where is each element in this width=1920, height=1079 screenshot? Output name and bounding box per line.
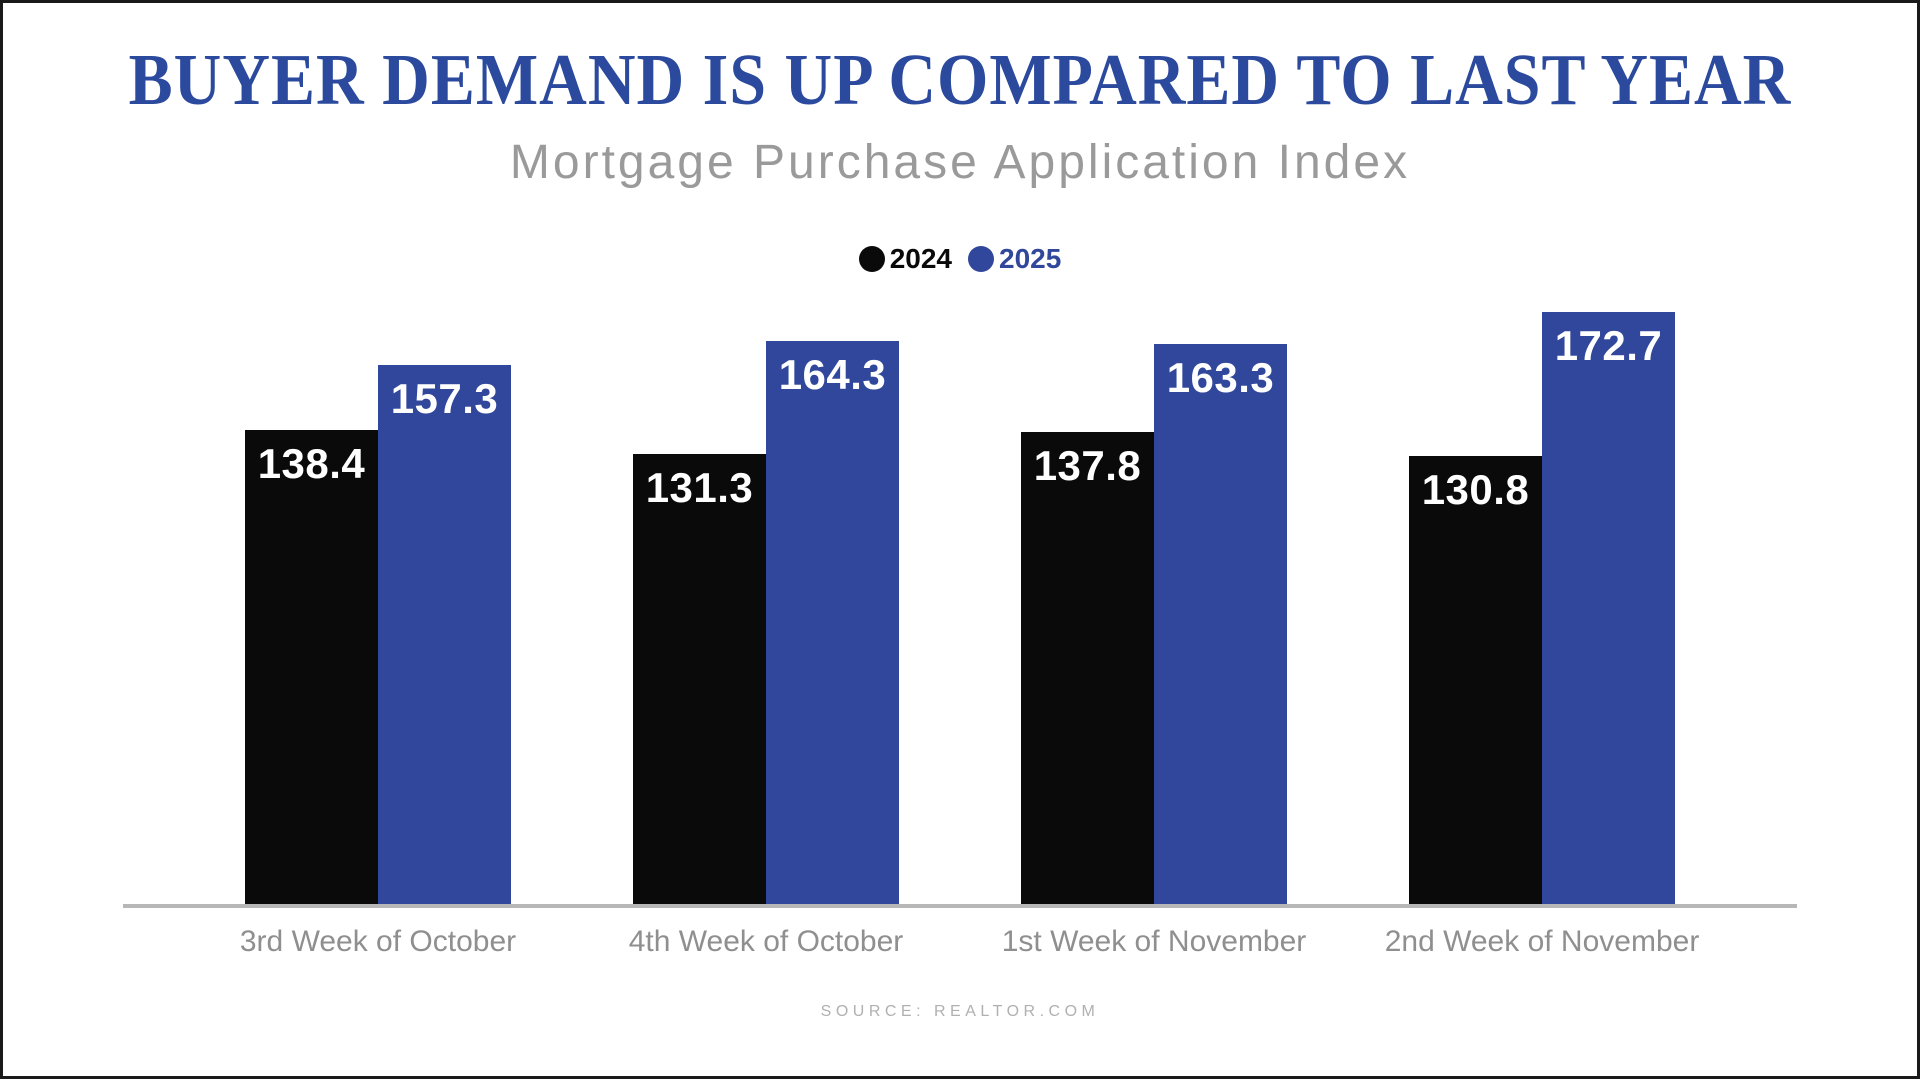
category-label-text: 1st Week of November <box>1001 925 1307 958</box>
bar-2024: 130.8 <box>1409 455 1542 904</box>
source-caption: SOURCE: REALTOR.COM <box>820 1003 1100 1020</box>
bar-group: 130.8 172.7 <box>1409 311 1675 904</box>
bar-value-label: 163.3 <box>1166 354 1275 402</box>
category-label: 3rd Week of October <box>240 925 516 959</box>
bar-value-label: 131.3 <box>645 463 754 511</box>
bar-value-label: 172.7 <box>1554 321 1663 369</box>
legend-item-2025: 2025 <box>968 243 1061 275</box>
bar-value-label: 164.3 <box>778 350 887 398</box>
legend-item-2024: 2024 <box>858 243 952 275</box>
bar-2025: 172.7 <box>1542 311 1675 904</box>
legend-label: 2025 <box>999 243 1062 274</box>
bar-2024: 138.4 <box>245 429 378 904</box>
category-label-text: 3rd Week of October <box>239 925 517 958</box>
bar-group: 138.4 157.3 <box>245 364 511 904</box>
category-labels: 3rd Week of October 4th Week of October 1s… <box>123 925 1797 959</box>
bar-group: 137.8 163.3 <box>1021 344 1287 904</box>
legend-dot-icon <box>968 246 994 272</box>
bar-2025: 157.3 <box>378 364 511 904</box>
bar-value-label: 130.8 <box>1421 465 1530 513</box>
chart-subtitle: Mortgage Purchase Application Index <box>509 136 1411 189</box>
bar-group: 131.3 164.3 <box>633 340 899 904</box>
bar-groups: 138.4 157.3 131.3 164.3 137.8 163.3 130.8 172.7 <box>123 258 1797 904</box>
category-label: 4th Week of October <box>629 925 904 959</box>
chart-plot-area: 138.4 157.3 131.3 164.3 137.8 163.3 130.8 172.7 <box>123 258 1797 908</box>
bar-2025: 163.3 <box>1154 344 1287 904</box>
chart-title: BUYER DEMAND IS UP COMPARED TO LAST YEAR <box>128 40 1792 121</box>
bar-value-label: 138.4 <box>257 439 366 487</box>
bar-2025: 164.3 <box>766 340 899 904</box>
category-label: 2nd Week of November <box>1385 925 1700 959</box>
bar-2024: 131.3 <box>633 453 766 904</box>
bar-2024: 137.8 <box>1021 431 1154 904</box>
category-label-text: 4th Week of October <box>628 925 904 958</box>
legend-label: 2024 <box>889 243 952 274</box>
bar-value-label: 137.8 <box>1033 441 1142 489</box>
legend: 2024 2025 <box>3 243 1917 275</box>
category-label: 1st Week of November <box>1002 925 1307 959</box>
legend-dot-icon <box>858 246 885 272</box>
bar-value-label: 157.3 <box>390 374 499 422</box>
category-label-text: 2nd Week of November <box>1384 925 1700 958</box>
